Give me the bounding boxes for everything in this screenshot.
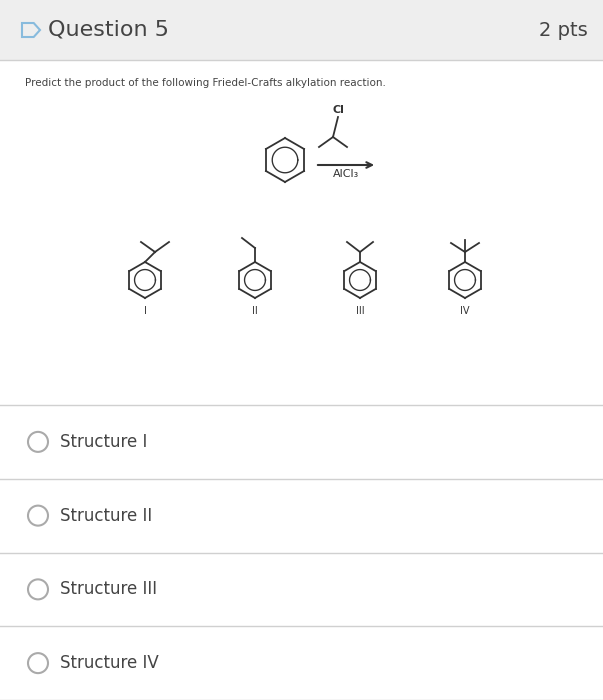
- Text: Structure II: Structure II: [60, 507, 152, 524]
- Text: Predict the product of the following Friedel-Crafts alkylation reaction.: Predict the product of the following Fri…: [25, 78, 386, 88]
- Bar: [0, 0, 603, 60]
- Text: Structure III: Structure III: [60, 580, 157, 598]
- Text: Structure IV: Structure IV: [60, 654, 159, 672]
- Text: III: III: [356, 306, 364, 316]
- Text: Cl: Cl: [332, 105, 344, 115]
- Text: I: I: [144, 306, 147, 316]
- Text: II: II: [252, 306, 258, 316]
- Text: Question 5: Question 5: [48, 20, 169, 40]
- Text: IV: IV: [460, 306, 470, 316]
- Text: 2 pts: 2 pts: [539, 20, 588, 39]
- Text: Structure I: Structure I: [60, 433, 147, 451]
- Text: AlCl₃: AlCl₃: [333, 169, 359, 179]
